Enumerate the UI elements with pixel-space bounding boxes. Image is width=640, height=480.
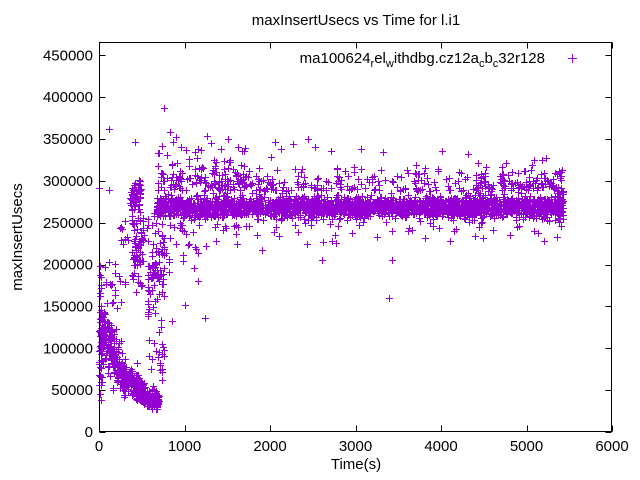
legend-marker-plus-icon	[568, 54, 577, 63]
scatter-points	[96, 105, 567, 413]
x-axis-label: Time(s)	[331, 456, 381, 473]
axis-ticks	[99, 42, 613, 433]
tick-label: 5000	[510, 438, 543, 455]
tick-label: 200000	[43, 257, 93, 274]
tick-label: 6000	[595, 438, 628, 455]
tick-label: 50000	[51, 382, 93, 399]
legend-entry-label: ma100624relwithdbg.cz12acbc32r128	[300, 50, 545, 70]
legend: ma100624relwithdbg.cz12acbc32r128	[300, 50, 577, 70]
x-tick-labels: 0 1000 2000 3000 4000 5000 6000	[95, 438, 629, 455]
tick-label: 150000	[43, 298, 93, 315]
plot-border	[99, 42, 612, 432]
tick-label: 400000	[43, 89, 93, 106]
tick-label: 0	[85, 424, 93, 441]
chart-title: maxInsertUsecs vs Time for l.i1	[252, 12, 460, 29]
tick-label: 450000	[43, 47, 93, 64]
y-tick-labels: 0 50000 100000 150000 200000 250000 300000 3500…	[43, 47, 93, 441]
tick-label: 350000	[43, 131, 93, 148]
tick-label: 300000	[43, 173, 93, 190]
tick-label: 2000	[253, 438, 286, 455]
tick-label: 0	[95, 438, 103, 455]
tick-label: 4000	[424, 438, 457, 455]
tick-label: 3000	[339, 438, 372, 455]
tick-label: 1000	[168, 438, 201, 455]
tick-label: 100000	[43, 340, 93, 357]
y-axis-label: maxInsertUsecs	[9, 183, 26, 291]
tick-label: 250000	[43, 215, 93, 232]
